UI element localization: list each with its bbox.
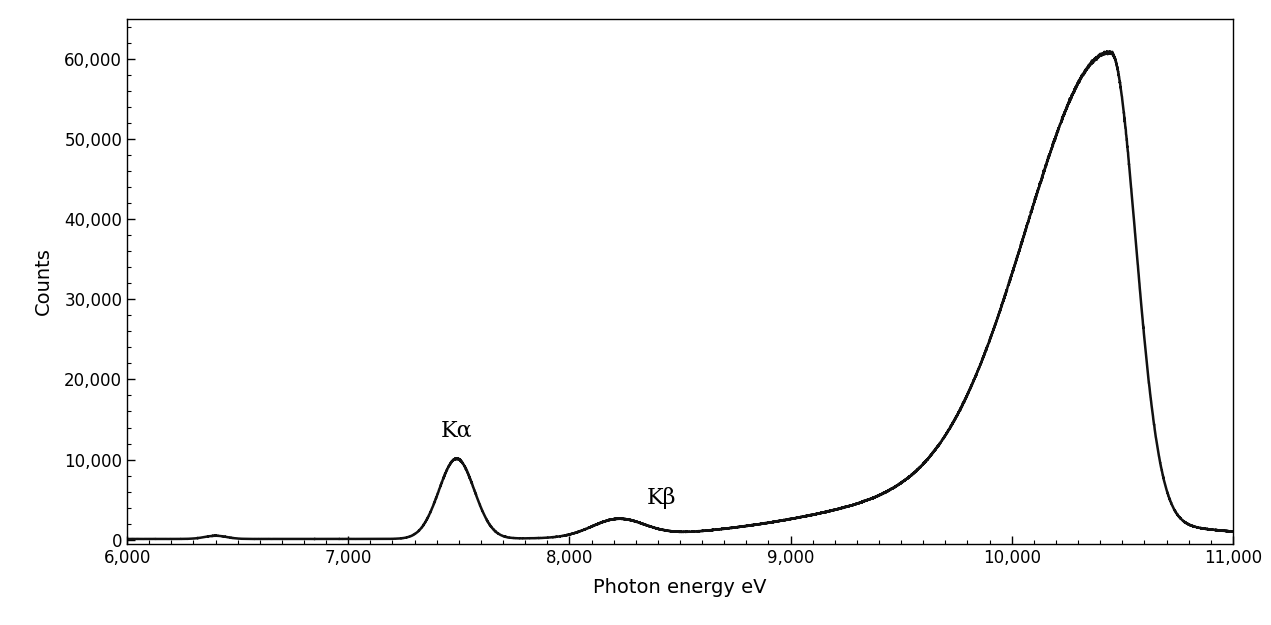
X-axis label: Photon energy eV: Photon energy eV [594, 578, 766, 597]
Text: Kβ: Kβ [647, 488, 676, 509]
Y-axis label: Counts: Counts [34, 248, 53, 315]
Text: Kα: Kα [441, 420, 473, 442]
